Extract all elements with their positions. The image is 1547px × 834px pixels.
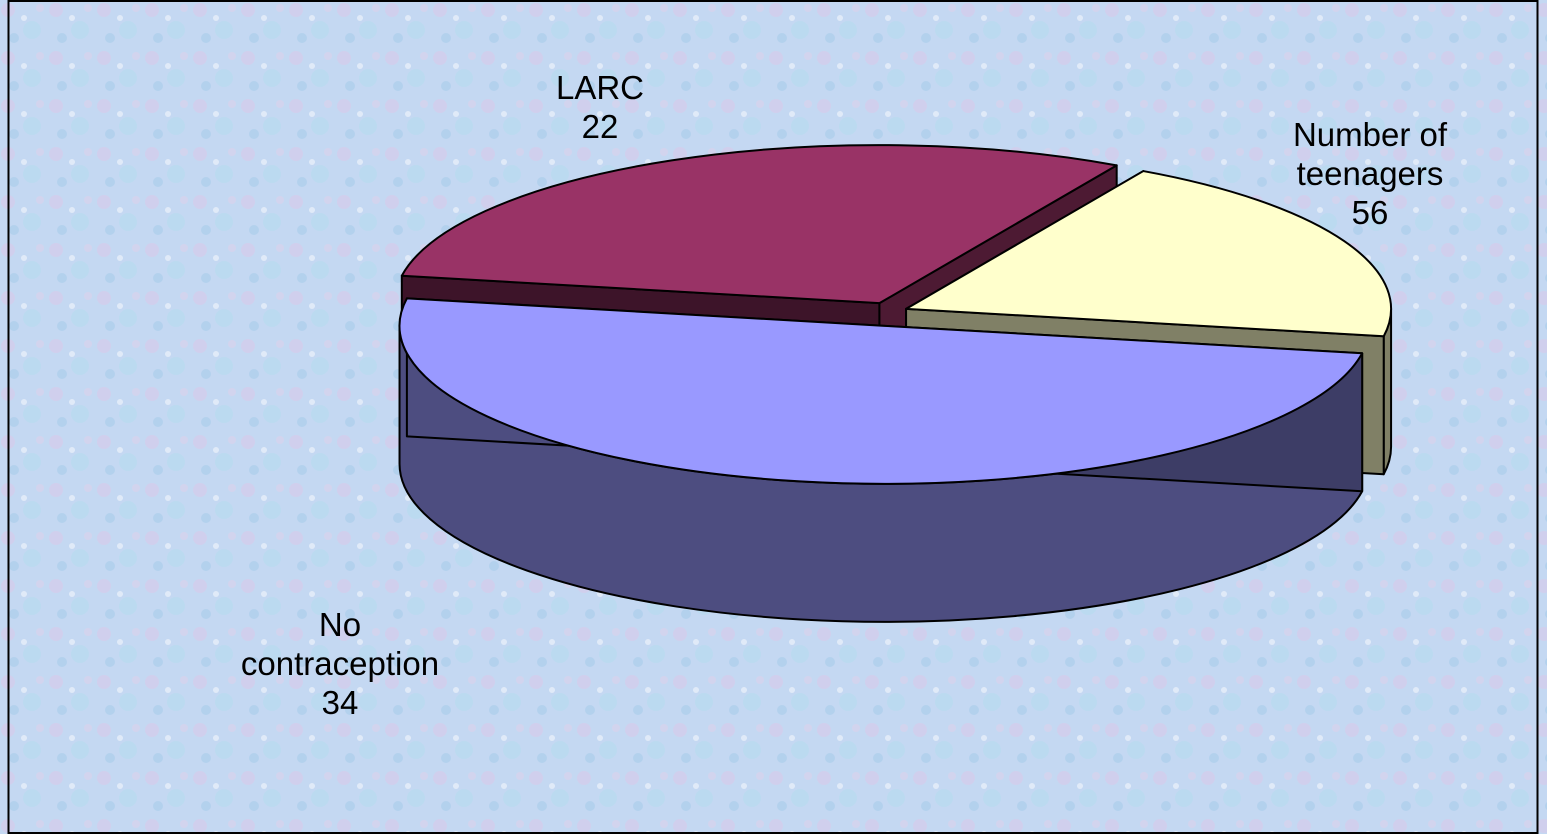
slice-value-teenagers: 56 xyxy=(1351,194,1389,231)
pie-slice-top-number-of-teenagers xyxy=(398,297,1364,485)
slice-value-larc: 22 xyxy=(581,108,619,145)
slice-label-larc-name: LARC xyxy=(555,69,645,106)
slice-label-teenagers: Number of teenagers 56 xyxy=(1240,115,1500,232)
slice-label-no-contraception-line-1: No xyxy=(318,606,362,643)
slice-label-teenagers-line-2: teenagers xyxy=(1296,155,1444,192)
pie-slice-number-of-teenagers xyxy=(398,297,1364,623)
pie-slice-top-no-contraception xyxy=(400,144,1118,305)
slice-label-no-contraception: No contraception 34 xyxy=(200,605,480,722)
chart-border xyxy=(7,0,1539,834)
slice-label-no-contraception-line-2: contraception xyxy=(240,645,440,682)
pie-slice-top-larc xyxy=(905,170,1393,338)
slice-value-no-contraception: 34 xyxy=(321,684,359,721)
slice-label-teenagers-line-1: Number of xyxy=(1292,116,1448,153)
slice-label-larc: LARC 22 xyxy=(520,68,680,146)
